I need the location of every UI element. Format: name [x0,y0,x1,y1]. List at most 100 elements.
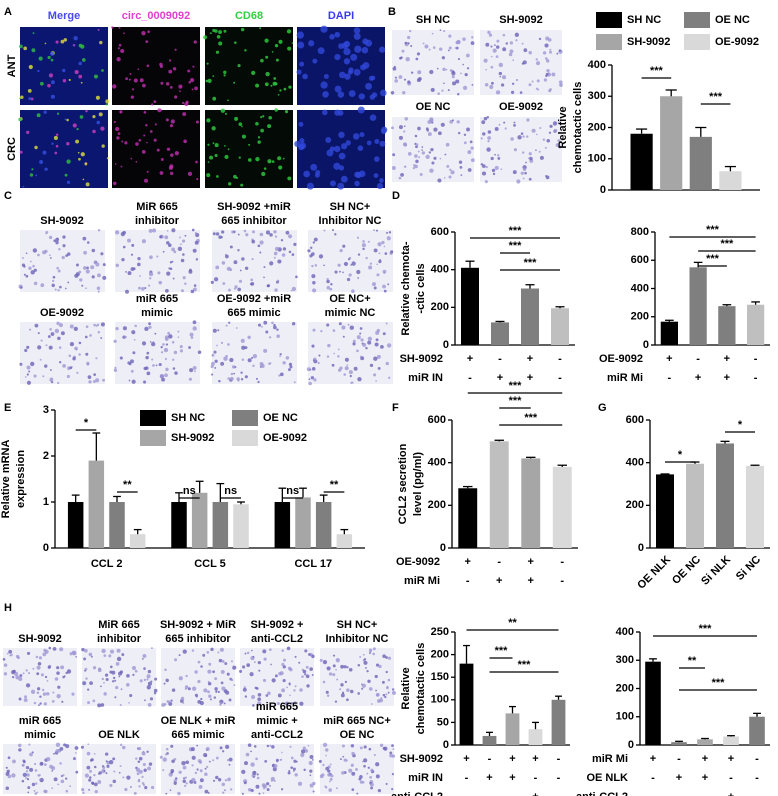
significance-label: *** [524,412,538,424]
image-dot [228,698,232,702]
micrograph [112,108,200,188]
image-dot [289,365,293,369]
image-dot [130,369,134,373]
image-dot [337,348,340,351]
image-dot [227,758,230,762]
image-dot [135,142,139,146]
image-dot [329,777,333,781]
image-dot [109,670,113,674]
image-dot [109,649,115,654]
image-dot [510,137,514,141]
image-dot [351,788,355,791]
image-dot [65,671,68,675]
image-dot [143,366,147,371]
image-dot [30,361,35,367]
image-dot [138,139,142,142]
image-dot [53,752,55,755]
bar [315,502,332,548]
significance-label: ** [330,479,339,491]
bar [336,534,353,548]
image-dot [62,68,66,73]
image-dot [334,233,337,236]
image-dot [48,254,51,257]
image-dot [170,744,174,748]
image-dot [141,781,145,785]
image-label: anti-CCL2 [251,729,303,741]
x-tick-label: Si NC [734,554,763,583]
image-dot [36,113,41,118]
bar [233,504,249,548]
significance-label: *** [699,623,713,635]
image-dot [103,769,106,772]
image-dot [251,239,256,244]
image-label: miR 665 [136,293,178,305]
significance-label: *** [509,225,523,237]
image-dot [403,78,407,81]
bar [718,306,736,345]
image-dot [191,755,196,760]
image-dot [109,783,113,787]
image-dot [225,354,228,358]
image-dot [329,146,335,152]
image-dot [516,79,518,81]
image-dot [80,152,85,157]
image-dot [221,230,225,234]
image-dot [181,239,186,243]
image-dot [92,380,96,384]
image-dot [214,677,218,681]
image-dot [106,157,109,160]
image-dot [182,649,187,654]
image-dot [490,45,493,48]
image-dot [360,356,365,361]
bar [212,502,229,548]
image-dot [227,148,230,151]
image-dot [62,244,66,248]
image-dot [361,243,366,248]
image-dot [178,676,183,681]
image-dot [5,766,8,769]
image-dot [60,39,65,44]
micrograph [161,647,237,707]
image-dot [326,323,330,327]
image-dot [85,182,90,187]
image-dot [106,764,110,768]
image-dot [95,357,98,360]
condition-name: miR Mi [592,753,628,765]
image-dot [363,758,368,763]
image-dot [165,343,169,346]
image-dot [277,156,282,161]
image-dot [492,172,496,176]
significance-label: *** [650,65,664,77]
image-dot [403,165,407,168]
image-dot [241,358,245,361]
image-dot [244,695,248,698]
image-dot [362,342,367,347]
image-dot [291,322,296,326]
image-dot [218,235,222,239]
image-dot [82,178,85,181]
image-dot [121,653,125,656]
image-dot [312,241,316,244]
image-dot [83,250,87,255]
image-dot [288,250,292,254]
image-dot [182,253,185,256]
image-dot [216,344,218,347]
image-dot [313,237,318,242]
image-dot [431,161,435,165]
image-dot [358,93,365,100]
image-dot [522,177,525,180]
image-dot [545,72,549,76]
image-dot [290,702,293,705]
image-dot [109,760,114,765]
image-dot [235,327,238,329]
image-dot [123,32,125,35]
condition-sign: - [677,791,681,796]
image-dot [391,754,396,758]
image-dot [279,372,284,377]
image-dot [71,692,75,696]
y-tick-label: 300 [588,90,606,102]
image-dot [105,772,108,775]
image-dot [147,703,152,707]
image-dot [66,118,69,122]
image-dot [110,665,113,669]
